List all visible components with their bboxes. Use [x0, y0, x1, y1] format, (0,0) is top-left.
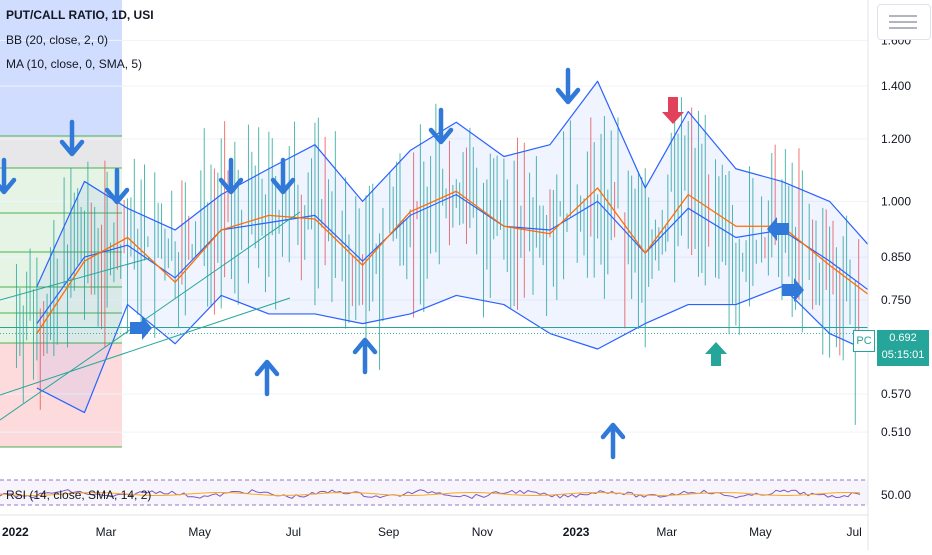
- arrow-right-icon: [782, 278, 804, 302]
- price-tick-label: 1.400: [881, 79, 911, 93]
- bb-upper-line: [36, 80, 877, 287]
- arrow-right-icon: [130, 316, 152, 340]
- scale-menu-button[interactable]: [877, 4, 931, 40]
- symbol-price-label: PC: [853, 330, 875, 352]
- arrow-down-icon: [59, 119, 85, 157]
- menu-icon-bar: [889, 21, 917, 23]
- bb-lower-line: [36, 285, 876, 414]
- time-tick-label: Sep: [378, 525, 400, 539]
- price-tick-label: 0.750: [881, 293, 911, 307]
- price-tick-label: 1.200: [881, 132, 911, 146]
- time-tick-label: Jul: [847, 525, 862, 539]
- last-price-tag: 0.692 05:15:01: [877, 330, 929, 366]
- time-tick-label: Nov: [472, 525, 493, 539]
- arrow-down-icon: [218, 157, 244, 195]
- trend-line: [0, 211, 301, 421]
- rsi-tick-label: 50.00: [881, 488, 911, 502]
- time-tick-label: May: [188, 525, 211, 539]
- price-tick-label: 1.000: [881, 194, 911, 208]
- trend-line: [0, 297, 291, 396]
- arrow-up-icon: [254, 359, 280, 397]
- last-price-value: 0.692: [889, 332, 917, 344]
- ma-line: [36, 187, 877, 334]
- time-tick-label: 2022: [2, 525, 29, 539]
- time-tick-label: 2023: [563, 525, 590, 539]
- price-axis-panel: [868, 0, 932, 550]
- arrow-down-icon: [0, 157, 17, 195]
- bb-band-fill: [36, 81, 876, 413]
- blue-zone: [0, 0, 122, 136]
- time-tick-label: Mar: [656, 525, 677, 539]
- menu-icon-bar: [889, 27, 917, 29]
- rsi-indicator-label[interactable]: RSI (14, close, SMA, 14, 2): [6, 488, 152, 502]
- time-tick-label: Jul: [286, 525, 301, 539]
- bb-basis-line: [36, 194, 877, 324]
- arrow-up-icon: [352, 337, 378, 375]
- menu-icon: [889, 15, 917, 17]
- arrow-down-icon: [555, 67, 581, 105]
- time-tick-label: Mar: [96, 525, 117, 539]
- arrow-down-icon: [428, 107, 454, 145]
- ma-indicator-label[interactable]: MA (10, close, 0, SMA, 5): [6, 57, 143, 71]
- arrow-up-icon: [600, 422, 626, 460]
- time-tick-label: May: [749, 525, 772, 539]
- arrow-down-icon: [270, 157, 296, 195]
- chart-title: PUT/CALL RATIO, 1D, USI: [6, 8, 154, 22]
- rsi-ma-line: [0, 492, 861, 496]
- price-tick-label: 0.510: [881, 425, 911, 439]
- red-zone: [0, 343, 122, 447]
- arrow-left-icon: [767, 217, 789, 241]
- bar-countdown: 05:15:01: [881, 349, 925, 361]
- price-tick-label: 0.570: [881, 387, 911, 401]
- bb-indicator-label[interactable]: BB (20, close, 2, 0): [6, 33, 109, 47]
- arrow-down-marker-icon: [662, 97, 684, 124]
- arrow-up-marker-icon: [705, 342, 727, 366]
- trend-line: [0, 257, 151, 301]
- price-tick-label: 0.850: [881, 250, 911, 264]
- arrow-down-icon: [104, 167, 130, 205]
